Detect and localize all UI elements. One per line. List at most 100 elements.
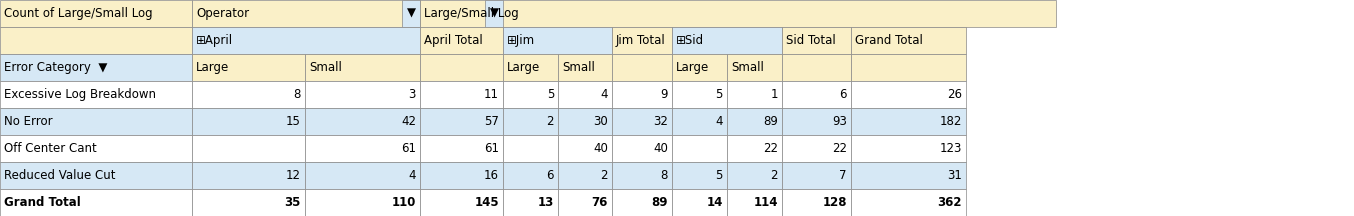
Bar: [672, 162, 727, 189]
Bar: [502, 162, 558, 189]
Bar: [783, 81, 852, 108]
Text: 30: 30: [593, 115, 608, 128]
Bar: [192, 108, 305, 135]
Text: 76: 76: [592, 196, 608, 209]
Text: 362: 362: [937, 196, 961, 209]
Text: Reduced Value Cut: Reduced Value Cut: [4, 169, 115, 182]
Bar: [420, 162, 502, 189]
Text: No Error: No Error: [4, 115, 53, 128]
Bar: [502, 189, 558, 216]
Bar: [783, 108, 852, 135]
Bar: [420, 0, 1056, 27]
Text: Large: Large: [506, 61, 540, 74]
Bar: [192, 189, 305, 216]
Bar: [192, 81, 305, 108]
Text: 89: 89: [764, 115, 779, 128]
Text: 145: 145: [474, 196, 500, 209]
Bar: [305, 108, 420, 135]
Text: 26: 26: [946, 88, 961, 101]
Bar: [0, 0, 192, 27]
Bar: [852, 108, 965, 135]
Bar: [612, 54, 672, 81]
Bar: [0, 135, 192, 162]
Text: 22: 22: [831, 142, 848, 155]
Text: 31: 31: [948, 169, 961, 182]
Text: 2: 2: [547, 115, 554, 128]
Text: 22: 22: [764, 142, 779, 155]
Text: Large/Small Log: Large/Small Log: [424, 7, 519, 20]
Bar: [0, 54, 192, 81]
Bar: [192, 54, 305, 81]
Bar: [852, 27, 965, 54]
Bar: [0, 81, 192, 108]
Text: 128: 128: [822, 196, 848, 209]
Bar: [502, 54, 558, 81]
Bar: [0, 189, 192, 216]
Bar: [192, 162, 305, 189]
Text: 5: 5: [716, 169, 723, 182]
Text: 2: 2: [770, 169, 779, 182]
Bar: [727, 135, 783, 162]
Bar: [727, 189, 783, 216]
Bar: [305, 81, 420, 108]
Text: 61: 61: [401, 142, 416, 155]
Bar: [305, 54, 420, 81]
Bar: [192, 135, 305, 162]
Bar: [612, 189, 672, 216]
Bar: [502, 81, 558, 108]
Bar: [612, 135, 672, 162]
Text: 13: 13: [538, 196, 554, 209]
Bar: [612, 162, 672, 189]
Bar: [783, 54, 852, 81]
Bar: [305, 135, 420, 162]
Text: Grand Total: Grand Total: [4, 196, 81, 209]
Bar: [852, 162, 965, 189]
Text: 1: 1: [770, 88, 779, 101]
Text: 114: 114: [753, 196, 779, 209]
Text: Sid Total: Sid Total: [787, 34, 835, 47]
Text: 5: 5: [716, 88, 723, 101]
Bar: [420, 54, 502, 81]
Text: 4: 4: [715, 115, 723, 128]
Bar: [727, 162, 783, 189]
Text: Small: Small: [562, 61, 594, 74]
Text: 42: 42: [401, 115, 416, 128]
Bar: [727, 54, 783, 81]
Text: 4: 4: [409, 169, 416, 182]
Text: 5: 5: [547, 88, 554, 101]
Bar: [305, 162, 420, 189]
Bar: [558, 189, 612, 216]
Text: Small: Small: [731, 61, 764, 74]
Text: Large: Large: [676, 61, 709, 74]
Bar: [612, 108, 672, 135]
Text: Error Category  ▼: Error Category ▼: [4, 61, 107, 74]
Text: 12: 12: [286, 169, 301, 182]
Bar: [420, 189, 502, 216]
Bar: [852, 189, 965, 216]
Bar: [612, 81, 672, 108]
Bar: [0, 108, 192, 135]
Bar: [305, 189, 420, 216]
Bar: [420, 27, 502, 54]
Bar: [672, 108, 727, 135]
Text: Count of Large/Small Log: Count of Large/Small Log: [4, 7, 153, 20]
Text: 8: 8: [294, 88, 301, 101]
Bar: [558, 162, 612, 189]
Text: 40: 40: [653, 142, 668, 155]
Text: Large: Large: [196, 61, 229, 74]
Bar: [485, 0, 502, 27]
Text: ▼: ▼: [406, 7, 416, 20]
Bar: [420, 108, 502, 135]
Bar: [192, 27, 420, 54]
Bar: [672, 81, 727, 108]
Text: 4: 4: [601, 88, 608, 101]
Text: 11: 11: [483, 88, 500, 101]
Text: 8: 8: [661, 169, 668, 182]
Text: Excessive Log Breakdown: Excessive Log Breakdown: [4, 88, 156, 101]
Bar: [558, 54, 612, 81]
Text: 110: 110: [391, 196, 416, 209]
Bar: [727, 81, 783, 108]
Text: 123: 123: [940, 142, 961, 155]
Bar: [783, 135, 852, 162]
Text: 40: 40: [593, 142, 608, 155]
